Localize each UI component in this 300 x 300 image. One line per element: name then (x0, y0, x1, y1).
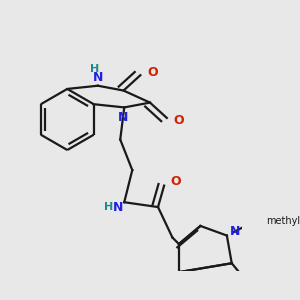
Text: H: H (103, 202, 113, 212)
Text: N: N (93, 71, 103, 84)
Text: O: O (170, 175, 181, 188)
Text: O: O (147, 66, 158, 80)
Text: O: O (174, 114, 184, 127)
Text: H: H (90, 64, 99, 74)
Text: N: N (230, 225, 240, 238)
Text: N: N (118, 111, 128, 124)
Text: N: N (112, 200, 123, 214)
Text: methyl: methyl (266, 216, 300, 226)
